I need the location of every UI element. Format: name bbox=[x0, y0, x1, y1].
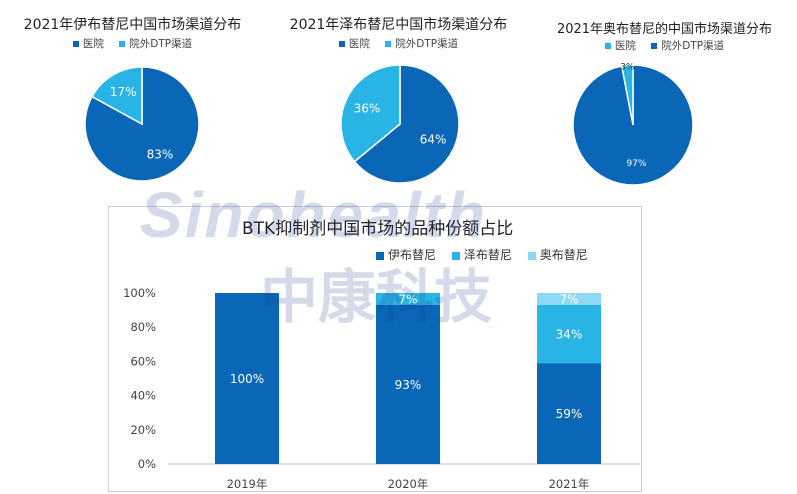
legend-swatch bbox=[338, 41, 345, 47]
y-tick-label: 40% bbox=[130, 389, 156, 403]
pie-slice-label: 36% bbox=[354, 101, 381, 115]
pie-slice bbox=[353, 64, 460, 184]
bar-segment bbox=[215, 293, 279, 464]
legend-swatch bbox=[651, 43, 658, 49]
y-tick-label: 60% bbox=[130, 354, 156, 368]
legend-label: 医院 bbox=[82, 38, 104, 50]
legend-swatch bbox=[119, 41, 126, 47]
bar-segment bbox=[537, 304, 601, 364]
bar-data-label: 7% bbox=[398, 292, 417, 306]
legend-label: 院外DTP渠道 bbox=[395, 38, 459, 50]
pie-title: 2021年奥布替尼的中国市场渠道分布 bbox=[556, 22, 773, 37]
pie-slice-label: 17% bbox=[110, 85, 137, 99]
bar-data-label: 93% bbox=[395, 378, 422, 392]
legend-label: 院外DTP渠道 bbox=[661, 40, 725, 52]
legend-swatch bbox=[451, 251, 460, 260]
legend-label: 奥布替尼 bbox=[539, 248, 588, 262]
pie-svg: 64% 36% bbox=[340, 64, 460, 184]
pie-title: 2021年伊布替尼中国市场渠道分布 bbox=[23, 17, 242, 33]
legend-item-dtp: 院外DTP渠道 bbox=[651, 38, 724, 53]
x-tick-label: 2019年 bbox=[227, 477, 268, 491]
y-tick-label: 100% bbox=[123, 286, 156, 300]
y-tick-label: 80% bbox=[130, 320, 156, 334]
x-tick-label: 2020年 bbox=[388, 477, 429, 491]
pie-legend: 医院 院外DTP渠道 bbox=[266, 36, 531, 51]
pie-slice bbox=[91, 66, 143, 126]
legend-swatch bbox=[604, 43, 611, 49]
bar-segment bbox=[376, 304, 440, 464]
bar-data-label: 7% bbox=[559, 292, 578, 306]
pie-legend: 医院 院外DTP渠道 bbox=[532, 38, 797, 53]
bar-data-label: 100% bbox=[230, 372, 264, 386]
y-tick-label: 20% bbox=[130, 423, 156, 437]
legend-item-hospital: 医院 bbox=[338, 36, 370, 51]
legend-label: 泽布替尼 bbox=[463, 248, 512, 262]
bar-chart-legend: 伊布替尼 泽布替尼 奥布替尼 bbox=[376, 246, 600, 263]
legend-label: 医院 bbox=[614, 40, 636, 52]
y-tick-label: 0% bbox=[138, 457, 156, 471]
pie-slice-label: 64% bbox=[420, 133, 447, 147]
legend-item-hospital: 医院 bbox=[604, 38, 636, 53]
pie-legend: 医院 院外DTP渠道 bbox=[0, 36, 265, 51]
legend-item-ibrutinib: 伊布替尼 bbox=[376, 246, 436, 263]
bar-chart-title: BTK抑制剂中国市场的品种份额占比 bbox=[242, 219, 514, 239]
pie-chart-orelabrutinib: 97% 3% 2021年奥布替尼的中国市场渠道分布 医院 院外DTP渠道 bbox=[532, 0, 797, 200]
pie-slice bbox=[620, 64, 634, 126]
pie-slice-label: 97% bbox=[626, 159, 646, 169]
pie-slice-label: 83% bbox=[147, 147, 174, 161]
bar-segment bbox=[537, 293, 601, 305]
legend-swatch bbox=[376, 251, 384, 260]
pie-title: 2021年泽布替尼中国市场渠道分布 bbox=[289, 17, 508, 33]
pie-chart-ibrutinib: 83% 17% 2021年伊布替尼中国市场渠道分布 医院 院外DTP渠道 bbox=[0, 0, 265, 200]
legend-item-zanubrutinib: 泽布替尼 bbox=[451, 246, 512, 263]
pie-svg: 97% 3% bbox=[572, 62, 694, 186]
bar-data-label: 59% bbox=[556, 407, 583, 421]
legend-label: 医院 bbox=[348, 38, 370, 50]
legend-swatch bbox=[385, 41, 392, 47]
pie-svg: 83% 17% bbox=[84, 66, 200, 182]
legend-label: 院外DTP渠道 bbox=[129, 38, 193, 50]
legend-label: 伊布替尼 bbox=[388, 248, 437, 262]
pie-chart-zanubrutinib: 64% 36% 2021年泽布替尼中国市场渠道分布 医院 院外DTP渠道 bbox=[266, 0, 531, 200]
bar-segment bbox=[537, 363, 601, 464]
legend-swatch bbox=[72, 41, 79, 47]
x-tick-label: 2021年 bbox=[549, 477, 590, 491]
legend-swatch bbox=[527, 251, 536, 260]
legend-item-orelabrutinib: 奥布替尼 bbox=[527, 246, 588, 263]
pie-slice bbox=[340, 64, 401, 163]
pie-slice-label: 3% bbox=[620, 62, 635, 72]
legend-item-dtp: 院外DTP渠道 bbox=[385, 36, 458, 51]
bar-chart-frame bbox=[108, 206, 642, 492]
legend-item-dtp: 院外DTP渠道 bbox=[119, 36, 192, 51]
legend-item-hospital: 医院 bbox=[72, 36, 104, 51]
bar-data-label: 34% bbox=[556, 328, 583, 342]
bar-segment bbox=[376, 293, 440, 305]
